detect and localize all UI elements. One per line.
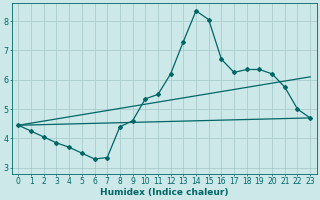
X-axis label: Humidex (Indice chaleur): Humidex (Indice chaleur) xyxy=(100,188,228,197)
